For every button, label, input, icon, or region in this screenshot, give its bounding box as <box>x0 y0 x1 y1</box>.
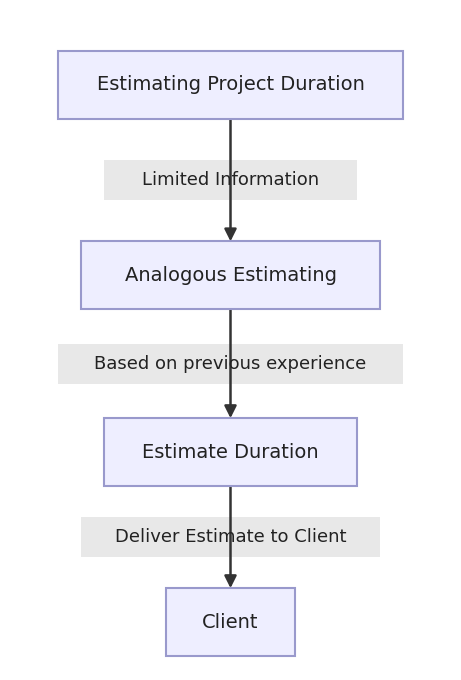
Text: Limited Information: Limited Information <box>142 171 319 189</box>
Text: Deliver Estimate to Client: Deliver Estimate to Client <box>115 528 346 546</box>
Text: Based on previous experience: Based on previous experience <box>95 355 366 373</box>
FancyBboxPatch shape <box>104 160 357 200</box>
FancyBboxPatch shape <box>81 517 380 557</box>
Text: Estimate Duration: Estimate Duration <box>142 443 319 462</box>
FancyBboxPatch shape <box>104 418 357 486</box>
FancyBboxPatch shape <box>58 344 403 384</box>
Text: Estimating Project Duration: Estimating Project Duration <box>96 75 365 95</box>
Text: Analogous Estimating: Analogous Estimating <box>124 266 337 285</box>
FancyBboxPatch shape <box>58 51 403 119</box>
Text: Client: Client <box>202 613 259 632</box>
FancyBboxPatch shape <box>166 588 295 656</box>
FancyBboxPatch shape <box>81 241 380 309</box>
